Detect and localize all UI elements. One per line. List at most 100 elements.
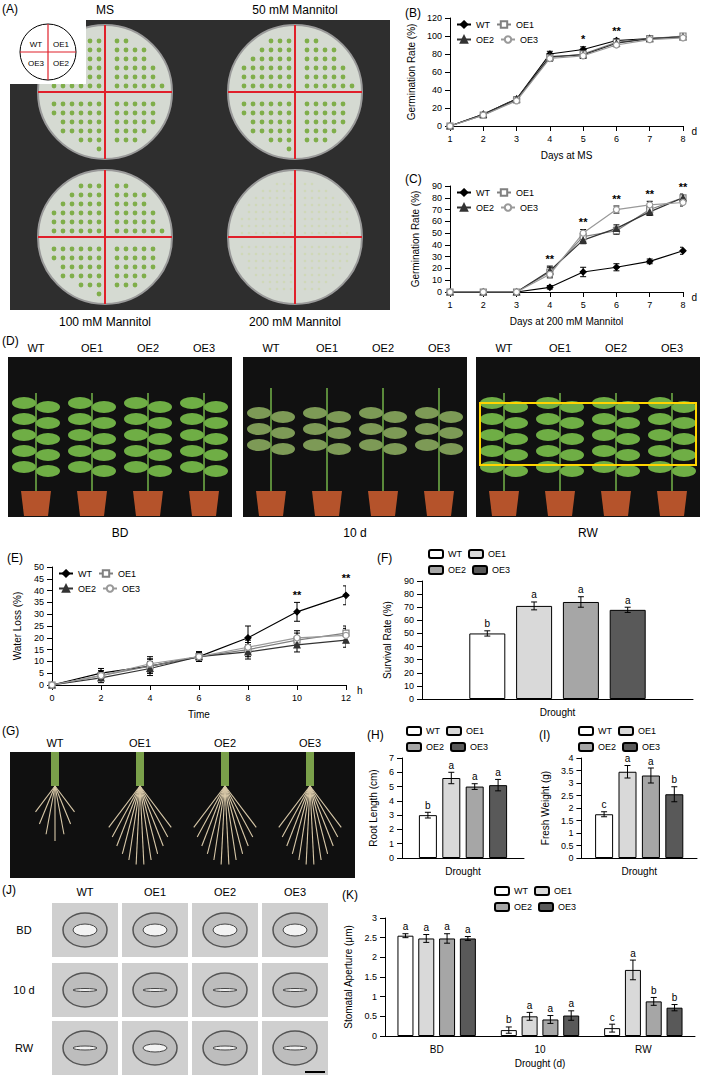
svg-text:30: 30 — [432, 252, 442, 262]
svg-text:50: 50 — [404, 628, 414, 638]
svg-text:a: a — [472, 771, 478, 782]
svg-text:(G): (G) — [2, 724, 19, 738]
svg-text:0.5: 0.5 — [561, 841, 574, 851]
svg-text:(D): (D) — [2, 334, 19, 348]
svg-text:WT: WT — [262, 342, 279, 354]
svg-text:10: 10 — [292, 693, 302, 703]
svg-text:80: 80 — [432, 49, 442, 59]
svg-text:WT: WT — [78, 569, 92, 579]
svg-text:RW: RW — [578, 526, 598, 540]
svg-text:OE2: OE2 — [476, 203, 494, 213]
svg-text:a: a — [548, 1003, 554, 1014]
svg-text:20: 20 — [432, 263, 442, 273]
svg-text:OE1: OE1 — [144, 886, 166, 898]
svg-text:45: 45 — [34, 574, 44, 584]
svg-text:120: 120 — [427, 13, 442, 23]
svg-text:6: 6 — [389, 767, 394, 777]
svg-text:Drought (d): Drought (d) — [515, 1058, 566, 1069]
svg-text:WT: WT — [30, 40, 43, 49]
svg-text:(C): (C) — [405, 172, 422, 186]
svg-text:100 mM Mannitol: 100 mM Mannitol — [59, 315, 151, 329]
svg-text:OE3: OE3 — [520, 35, 538, 45]
svg-text:1.5: 1.5 — [364, 972, 377, 982]
svg-text:1: 1 — [447, 134, 452, 144]
svg-text:0: 0 — [49, 693, 54, 703]
svg-text:Germination Rate (%): Germination Rate (%) — [410, 191, 421, 288]
svg-text:Fresh Weight (g): Fresh Weight (g) — [540, 771, 551, 845]
svg-text:30: 30 — [404, 655, 414, 665]
svg-text:b: b — [425, 800, 431, 811]
svg-text:70: 70 — [404, 602, 414, 612]
svg-text:WT: WT — [476, 20, 490, 30]
svg-text:RW: RW — [635, 1044, 652, 1055]
svg-text:OE1: OE1 — [316, 342, 338, 354]
svg-text:OE1: OE1 — [549, 342, 571, 354]
svg-text:OE3: OE3 — [299, 737, 321, 749]
svg-text:a: a — [449, 760, 455, 771]
svg-text:2: 2 — [481, 300, 486, 310]
svg-text:WT: WT — [426, 726, 440, 736]
svg-text:a: a — [625, 595, 631, 606]
svg-text:2.5: 2.5 — [364, 933, 377, 943]
svg-text:0: 0 — [372, 1031, 377, 1041]
svg-text:1: 1 — [568, 828, 573, 838]
svg-text:50 mM Mannitol: 50 mM Mannitol — [252, 3, 337, 17]
svg-text:OE2: OE2 — [448, 565, 466, 575]
svg-text:WT: WT — [476, 188, 490, 198]
svg-text:60: 60 — [432, 216, 442, 226]
svg-text:**: ** — [546, 253, 555, 265]
svg-text:5: 5 — [39, 668, 44, 678]
svg-text:a: a — [423, 922, 429, 933]
svg-text:0: 0 — [39, 680, 44, 690]
svg-text:Root Length (cm): Root Length (cm) — [368, 769, 379, 846]
svg-text:Drought: Drought — [540, 707, 576, 718]
svg-text:OE3: OE3 — [492, 565, 510, 575]
svg-text:*: * — [581, 33, 586, 45]
svg-text:OE2: OE2 — [476, 35, 494, 45]
svg-text:OE1: OE1 — [118, 569, 136, 579]
svg-text:OE3: OE3 — [470, 742, 488, 752]
svg-text:40: 40 — [34, 586, 44, 596]
svg-text:0: 0 — [409, 694, 414, 704]
svg-text:OE2: OE2 — [78, 584, 96, 594]
svg-text:3: 3 — [514, 300, 519, 310]
svg-text:25: 25 — [34, 621, 44, 631]
svg-text:(A): (A) — [2, 2, 18, 16]
svg-text:OE3: OE3 — [122, 584, 140, 594]
svg-text:WT: WT — [27, 342, 44, 354]
svg-text:35: 35 — [34, 597, 44, 607]
svg-text:a: a — [625, 753, 631, 764]
svg-text:6: 6 — [614, 300, 619, 310]
svg-text:12: 12 — [341, 693, 351, 703]
svg-text:a: a — [648, 756, 654, 767]
svg-text:OE3: OE3 — [428, 342, 450, 354]
svg-text:b: b — [651, 985, 657, 996]
svg-text:50: 50 — [34, 562, 44, 572]
svg-text:80: 80 — [432, 193, 442, 203]
svg-text:d: d — [691, 292, 697, 303]
svg-text:RW: RW — [15, 1042, 34, 1054]
svg-text:3: 3 — [372, 913, 377, 923]
svg-text:Survival Rate (%): Survival Rate (%) — [382, 601, 393, 679]
svg-text:1.5: 1.5 — [561, 816, 574, 826]
svg-text:a: a — [403, 921, 409, 932]
svg-text:40: 40 — [404, 642, 414, 652]
svg-text:a: a — [578, 584, 584, 595]
svg-text:1: 1 — [389, 839, 394, 849]
svg-text:90: 90 — [432, 181, 442, 191]
svg-text:5: 5 — [581, 134, 586, 144]
svg-text:10: 10 — [534, 1044, 546, 1055]
svg-text:OE3: OE3 — [520, 203, 538, 213]
svg-text:15: 15 — [34, 645, 44, 655]
svg-text:OE3: OE3 — [284, 886, 306, 898]
svg-text:(H): (H) — [367, 728, 384, 742]
svg-text:(E): (E) — [7, 551, 23, 565]
svg-text:20: 20 — [432, 103, 442, 113]
svg-text:60: 60 — [404, 615, 414, 625]
svg-text:1: 1 — [447, 300, 452, 310]
svg-text:OE2: OE2 — [514, 902, 532, 912]
svg-text:OE1: OE1 — [554, 886, 572, 896]
svg-text:Drought: Drought — [445, 866, 481, 877]
svg-text:4: 4 — [547, 134, 552, 144]
svg-text:2: 2 — [389, 824, 394, 834]
